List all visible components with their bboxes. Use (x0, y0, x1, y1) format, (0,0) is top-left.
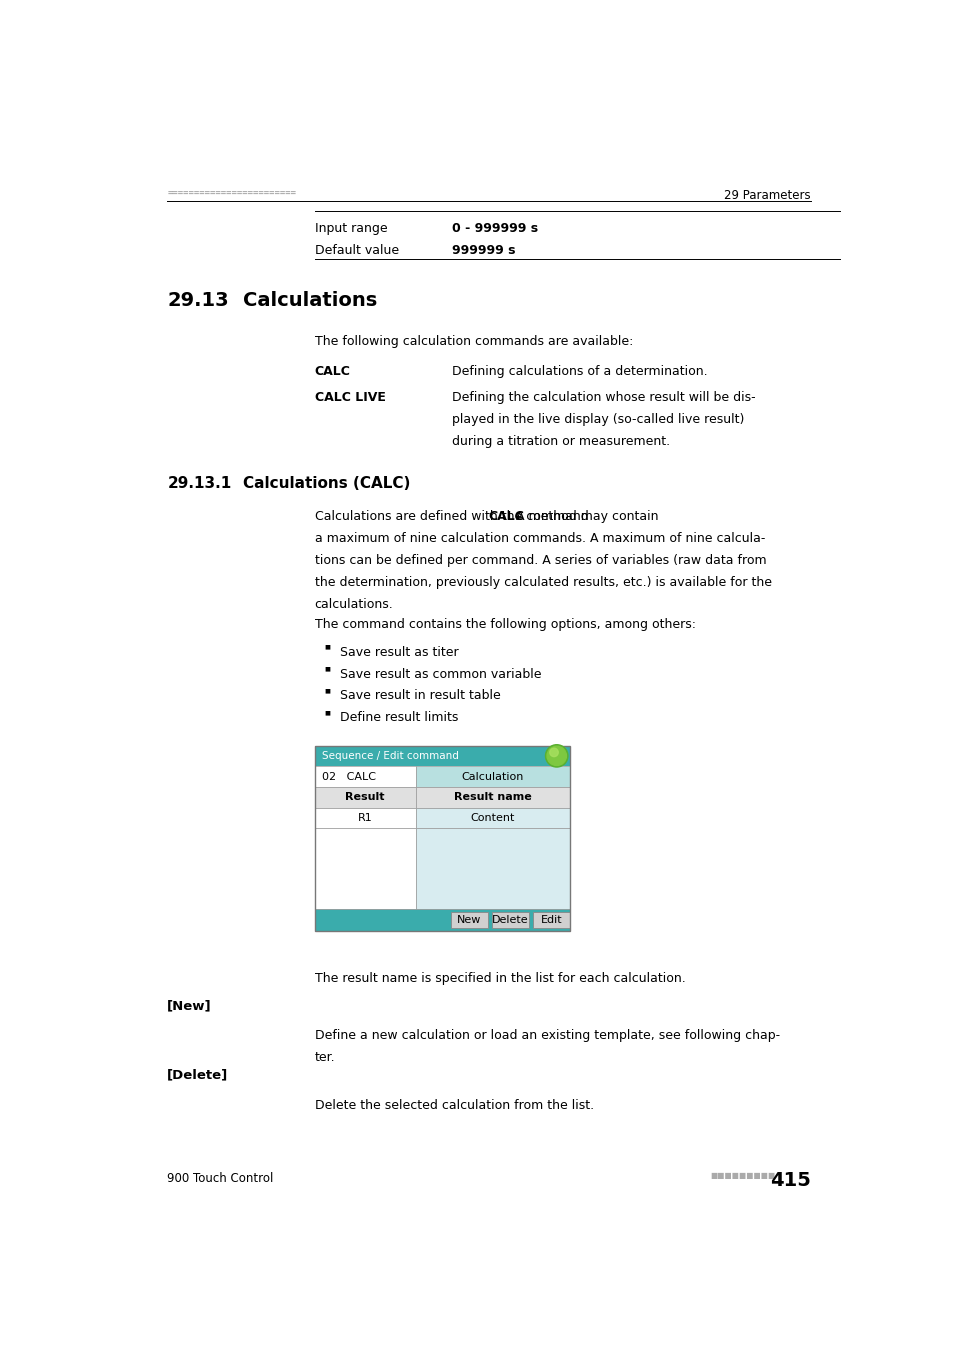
Text: ■■■■■■■■■: ■■■■■■■■■ (710, 1170, 775, 1180)
Text: 999999 s: 999999 s (452, 243, 516, 256)
Text: [Delete]: [Delete] (167, 1068, 229, 1081)
Bar (451, 911, 488, 929)
Text: Calculations are defined with the command: Calculations are defined with the comman… (314, 510, 592, 522)
Text: 02   CALC: 02 CALC (322, 772, 375, 782)
Bar (314, 787, 416, 807)
Text: Defining calculations of a determination.: Defining calculations of a determination… (452, 364, 707, 378)
Text: calculations.: calculations. (314, 598, 393, 610)
Text: 0 - 999999 s: 0 - 999999 s (452, 221, 538, 235)
Circle shape (549, 748, 558, 756)
Text: Default value: Default value (314, 243, 398, 256)
Bar (416, 787, 570, 807)
Text: Define a new calculation or load an existing template, see following chap-: Define a new calculation or load an exis… (314, 1029, 779, 1042)
Text: CALC: CALC (488, 510, 524, 522)
Text: CALC: CALC (314, 364, 350, 378)
Bar (314, 745, 570, 931)
Text: ■: ■ (324, 645, 330, 649)
Text: Delete the selected calculation from the list.: Delete the selected calculation from the… (314, 1099, 593, 1112)
Bar (314, 745, 570, 765)
Text: ter.: ter. (314, 1050, 335, 1064)
Text: Calculation: Calculation (461, 772, 523, 782)
Circle shape (546, 747, 566, 765)
Text: Content: Content (470, 813, 515, 823)
Text: ========================: ======================== (167, 189, 296, 198)
Text: The result name is specified in the list for each calculation.: The result name is specified in the list… (314, 972, 684, 986)
Text: Save result as common variable: Save result as common variable (340, 667, 541, 680)
Text: 29.13: 29.13 (167, 292, 229, 311)
Text: 900 Touch Control: 900 Touch Control (167, 1172, 274, 1185)
Text: 29 Parameters: 29 Parameters (723, 189, 810, 202)
Text: [New]: [New] (167, 1000, 212, 1012)
Text: Defining the calculation whose result will be dis-: Defining the calculation whose result wi… (452, 390, 756, 404)
Text: CALC LIVE: CALC LIVE (314, 390, 385, 404)
Text: . A method may contain: . A method may contain (507, 510, 658, 522)
Text: played in the live display (so-called live result): played in the live display (so-called li… (452, 413, 744, 425)
Bar (416, 828, 570, 909)
Bar (416, 807, 570, 828)
Circle shape (545, 745, 567, 767)
Text: ■: ■ (324, 688, 330, 694)
Bar (314, 765, 416, 787)
Text: tions can be defined per command. A series of variables (raw data from: tions can be defined per command. A seri… (314, 554, 765, 567)
Text: ■: ■ (324, 667, 330, 672)
Text: Sequence / Edit command: Sequence / Edit command (322, 751, 458, 761)
Text: The following calculation commands are available:: The following calculation commands are a… (314, 335, 632, 348)
Text: R1: R1 (357, 813, 372, 823)
Text: 415: 415 (769, 1170, 810, 1189)
Text: New: New (456, 915, 481, 925)
Bar (314, 828, 416, 909)
Text: Result name: Result name (454, 792, 531, 802)
Text: 29.13.1: 29.13.1 (167, 477, 232, 491)
Bar (492, 911, 529, 929)
Text: the determination, previously calculated results, etc.) is available for the: the determination, previously calculated… (314, 576, 771, 589)
Text: Input range: Input range (314, 221, 387, 235)
Text: The command contains the following options, among others:: The command contains the following optio… (314, 618, 695, 630)
Text: Calculations: Calculations (243, 292, 377, 311)
Text: a maximum of nine calculation commands. A maximum of nine calcula-: a maximum of nine calculation commands. … (314, 532, 764, 545)
Text: Define result limits: Define result limits (340, 711, 458, 725)
Text: Delete: Delete (492, 915, 528, 925)
Bar (314, 909, 570, 931)
Bar (416, 765, 570, 787)
Text: during a titration or measurement.: during a titration or measurement. (452, 435, 670, 448)
Text: Edit: Edit (540, 915, 562, 925)
Text: ■: ■ (324, 710, 330, 716)
Text: Save result as titer: Save result as titer (340, 645, 458, 659)
Text: Calculations (CALC): Calculations (CALC) (243, 477, 410, 491)
Bar (314, 807, 416, 828)
Text: Save result in result table: Save result in result table (340, 690, 500, 702)
Bar (533, 911, 570, 929)
Text: Result: Result (345, 792, 384, 802)
